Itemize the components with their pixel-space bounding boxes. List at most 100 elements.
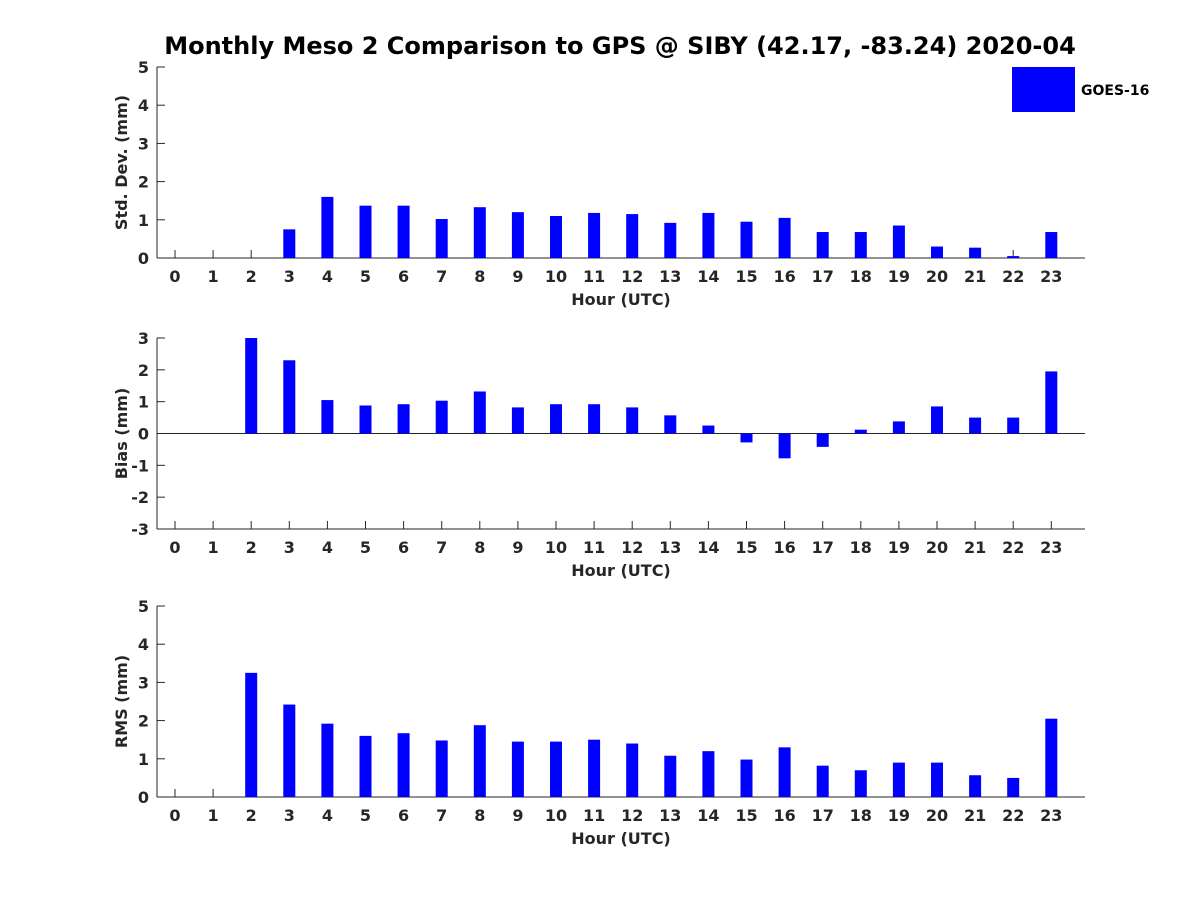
bar — [435, 400, 448, 434]
bar — [854, 429, 867, 434]
bar — [892, 762, 905, 797]
x-tick-label: 0 — [169, 267, 180, 286]
y-tick-label: 2 — [138, 173, 149, 192]
x-tick-label: 17 — [812, 806, 834, 825]
x-axis-label: Hour (UTC) — [571, 561, 671, 580]
x-tick-label: 1 — [208, 538, 219, 557]
x-tick-label: 10 — [545, 267, 567, 286]
bar — [473, 391, 486, 434]
bar — [283, 704, 296, 797]
bar — [435, 219, 448, 258]
x-tick-label: 7 — [436, 538, 447, 557]
x-tick-label: 4 — [322, 267, 333, 286]
x-tick-label: 11 — [583, 538, 605, 557]
bar — [511, 212, 524, 258]
x-tick-label: 7 — [436, 267, 447, 286]
bar — [588, 212, 601, 258]
x-tick-label: 9 — [512, 267, 523, 286]
bar — [816, 433, 829, 447]
bar — [969, 775, 982, 797]
x-tick-label: 3 — [284, 538, 295, 557]
x-tick-label: 5 — [360, 538, 371, 557]
bar — [778, 217, 791, 258]
bar — [1007, 256, 1020, 258]
bar — [702, 212, 715, 258]
x-tick-label: 17 — [812, 267, 834, 286]
y-tick-label: 1 — [138, 750, 149, 769]
bar — [245, 672, 258, 797]
bar — [550, 741, 562, 797]
x-tick-label: 5 — [360, 267, 371, 286]
y-tick-label: 0 — [138, 788, 149, 807]
bar — [359, 735, 372, 797]
bar — [588, 404, 601, 434]
x-tick-label: 8 — [474, 267, 485, 286]
bar — [473, 725, 486, 797]
bar — [397, 733, 410, 797]
x-tick-label: 21 — [964, 806, 986, 825]
x-tick-label: 21 — [964, 538, 986, 557]
x-tick-label: 20 — [926, 267, 948, 286]
x-tick-label: 20 — [926, 806, 948, 825]
bar — [931, 406, 943, 434]
bar — [702, 425, 715, 434]
legend: GOES-16 — [1012, 67, 1149, 112]
x-tick-label: 18 — [850, 538, 872, 557]
x-tick-label: 6 — [398, 806, 409, 825]
x-tick-label: 18 — [850, 267, 872, 286]
x-tick-label: 13 — [659, 538, 681, 557]
x-tick-label: 14 — [697, 806, 719, 825]
bar — [816, 232, 829, 258]
x-tick-label: 23 — [1040, 806, 1062, 825]
y-tick-label: 0 — [138, 249, 149, 268]
x-tick-label: 20 — [926, 538, 948, 557]
bar — [854, 770, 867, 797]
legend-label: GOES-16 — [1081, 83, 1149, 99]
bar — [816, 765, 829, 797]
bar — [702, 751, 715, 797]
bar — [359, 405, 372, 434]
bar — [664, 222, 677, 258]
bar — [664, 755, 677, 797]
x-tick-label: 12 — [621, 538, 643, 557]
x-tick-label: 6 — [398, 267, 409, 286]
bar — [1045, 371, 1058, 434]
bar — [1007, 417, 1020, 434]
x-tick-label: 10 — [545, 806, 567, 825]
y-tick-label: 2 — [138, 712, 149, 731]
x-tick-label: 19 — [888, 538, 910, 557]
y-tick-label: 3 — [138, 329, 149, 348]
bar — [931, 762, 943, 797]
bar — [397, 205, 410, 258]
x-tick-label: 4 — [322, 806, 333, 825]
x-tick-label: 6 — [398, 538, 409, 557]
bar — [588, 739, 601, 797]
x-tick-label: 11 — [583, 806, 605, 825]
x-tick-label: 13 — [659, 267, 681, 286]
bar — [931, 246, 943, 258]
x-tick-label: 9 — [512, 806, 523, 825]
y-tick-label: 3 — [138, 134, 149, 153]
x-tick-label: 11 — [583, 267, 605, 286]
bar — [1045, 718, 1058, 797]
y-axis-label: Std. Dev. (mm) — [112, 95, 131, 230]
x-tick-label: 2 — [246, 538, 257, 557]
x-tick-label: 16 — [773, 806, 795, 825]
bar — [397, 404, 410, 434]
x-tick-label: 7 — [436, 806, 447, 825]
bar — [664, 415, 677, 434]
x-tick-label: 2 — [246, 267, 257, 286]
legend-swatch — [1012, 67, 1075, 112]
x-tick-label: 22 — [1002, 267, 1024, 286]
x-tick-label: 2 — [246, 806, 257, 825]
x-tick-label: 21 — [964, 267, 986, 286]
bar — [740, 433, 753, 443]
bar — [473, 207, 486, 258]
x-tick-label: 0 — [169, 538, 180, 557]
y-tick-label: 4 — [138, 635, 149, 654]
bar — [511, 741, 524, 797]
bar — [550, 404, 562, 434]
x-tick-label: 23 — [1040, 538, 1062, 557]
